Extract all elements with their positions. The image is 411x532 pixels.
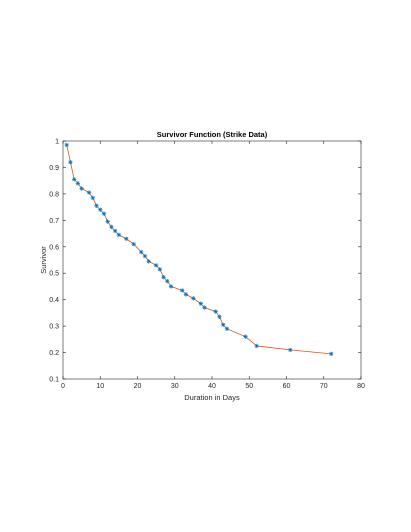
x-axis-label: Duration in Days	[184, 393, 240, 402]
x-tick-label: 70	[320, 383, 328, 390]
y-tick-label: 0.6	[49, 244, 59, 251]
data-point-marker	[183, 292, 189, 297]
y-tick-label: 0.4	[49, 297, 59, 304]
data-point-marker	[68, 159, 73, 165]
data-point-marker	[161, 274, 166, 280]
data-point-marker	[131, 241, 136, 247]
data-point-marker	[329, 351, 334, 357]
data-point-marker	[124, 236, 129, 242]
data-point-marker	[142, 253, 148, 259]
y-axis-ticks: 0.1 0.2 0.3 0.4 0.5 0.6 0.7 0.8 0.9 1	[49, 139, 361, 384]
data-point-marker	[180, 288, 185, 293]
y-axis-label: Survivor	[39, 246, 48, 274]
data-point-marker	[157, 267, 163, 272]
x-tick-label: 20	[134, 383, 142, 390]
y-tick-label: 0.3	[49, 324, 59, 331]
data-point-marker	[79, 186, 84, 191]
data-point-marker	[64, 142, 69, 148]
x-tick-label: 30	[171, 383, 179, 390]
data-point-marker	[105, 219, 110, 224]
x-tick-label: 80	[357, 383, 365, 390]
data-point-marker	[94, 203, 99, 208]
y-tick-label: 0.5	[49, 271, 59, 278]
data-point-marker	[254, 343, 259, 349]
x-tick-label: 50	[245, 383, 253, 390]
data-point-marker	[165, 278, 170, 284]
data-point-marker	[153, 263, 159, 268]
data-point-marker	[101, 211, 107, 216]
y-tick-label: 0.7	[49, 218, 59, 225]
data-point-marker	[191, 296, 196, 301]
data-point-marker	[220, 322, 226, 327]
data-point-marker	[75, 181, 81, 186]
data-point-marker	[168, 284, 174, 289]
x-tick-label: 40	[208, 383, 216, 390]
x-tick-label: 0	[61, 383, 65, 390]
y-tick-label: 0.1	[49, 377, 59, 384]
x-tick-label: 60	[283, 383, 291, 390]
data-point-marker	[71, 177, 77, 182]
data-point-marker	[112, 228, 118, 234]
data-point-marker	[139, 249, 144, 255]
data-point-marker	[98, 207, 103, 212]
y-tick-label: 1	[55, 139, 59, 146]
series-layer	[64, 142, 334, 357]
data-point-marker	[146, 259, 151, 264]
data-point-marker	[243, 334, 248, 339]
data-point-marker	[217, 314, 222, 320]
data-point-marker	[224, 326, 230, 331]
data-point-marker	[90, 195, 95, 201]
data-point-marker	[213, 309, 218, 314]
data-point-marker	[198, 301, 204, 306]
data-point-marker	[288, 347, 293, 353]
y-tick-label: 0.9	[49, 165, 59, 172]
y-tick-label: 0.8	[49, 191, 59, 198]
plot-area	[63, 141, 361, 379]
chart-title: Survivor Function (Strike Data)	[157, 130, 268, 139]
x-axis-ticks: 0 10 20 30 40 50 60 70 80	[61, 141, 365, 390]
data-point-marker	[109, 224, 114, 230]
y-tick-label: 0.2	[49, 350, 59, 357]
data-point-marker	[86, 190, 92, 195]
data-point-marker	[202, 305, 207, 310]
x-tick-label: 10	[96, 383, 104, 390]
data-point-marker	[116, 232, 122, 238]
